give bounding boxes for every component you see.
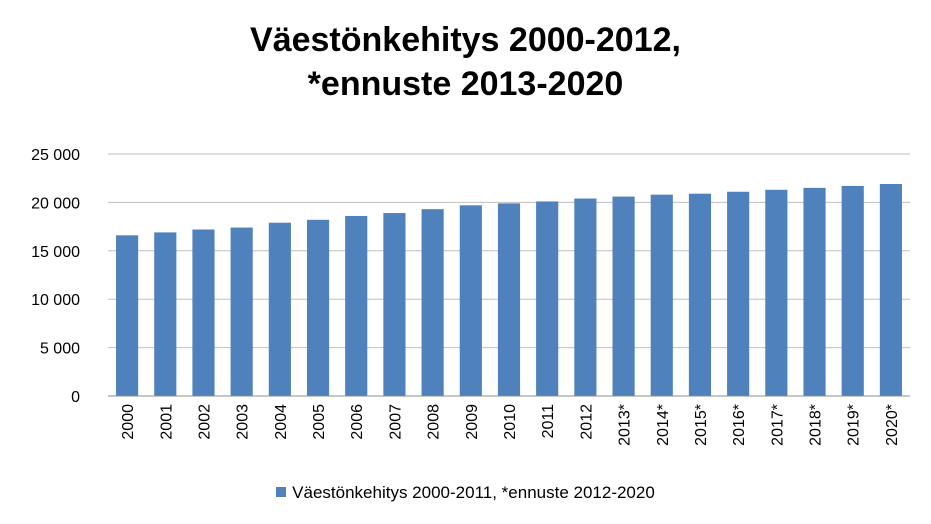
x-tick-label: 2011 — [540, 404, 557, 439]
x-tick-label: 2005 — [311, 404, 328, 440]
bar-2003 — [230, 227, 253, 396]
bar-2007 — [383, 213, 406, 396]
bar-2001 — [154, 232, 177, 396]
x-tick-label: 2016* — [731, 404, 748, 446]
bar-2008 — [421, 209, 444, 396]
bar-2020* — [879, 184, 902, 396]
bar-2009 — [459, 205, 482, 396]
x-tick-label: 2012 — [578, 404, 595, 440]
bar-2016* — [727, 191, 750, 396]
bar-2019* — [841, 185, 864, 396]
legend-swatch — [276, 487, 287, 497]
chart-title-line-2: *ennuste 2013-2020 — [307, 65, 624, 103]
legend: Väestönkehitys 2000-2011, *ennuste 2012-… — [0, 483, 931, 503]
x-tick-label: 2000 — [120, 404, 137, 440]
bar-2017* — [765, 189, 788, 396]
x-tick-label: 2007 — [387, 404, 404, 440]
bar-2002 — [192, 229, 215, 396]
y-tick-label: 0 — [71, 389, 80, 406]
bar-2004 — [268, 222, 291, 396]
y-tick-label: 25 000 — [31, 147, 80, 164]
x-tick-label: 2009 — [464, 404, 481, 440]
x-tick-label: 2002 — [196, 404, 213, 440]
x-tick-label: 2015* — [693, 404, 710, 446]
bar-2012 — [574, 198, 597, 396]
chart-title-line-1: Väestönkehitys 2000-2012, — [250, 21, 681, 59]
bar-2015* — [688, 193, 712, 396]
x-tick-label: 2014* — [655, 404, 672, 446]
bar-2005 — [306, 219, 330, 396]
x-tick-label: 2008 — [426, 404, 443, 440]
x-tick-label: 2001 — [158, 404, 175, 440]
bar-2010 — [497, 203, 521, 396]
x-tick-label: 2010 — [502, 404, 519, 440]
x-tick-label: 2018* — [808, 404, 825, 446]
bar-2006 — [345, 215, 368, 396]
y-tick-label: 10 000 — [31, 292, 80, 309]
y-tick-label: 15 000 — [31, 244, 80, 261]
x-tick-label: 2020* — [884, 404, 901, 446]
bar-2000 — [116, 235, 139, 396]
legend-label: Väestönkehitys 2000-2011, *ennuste 2012-… — [292, 483, 655, 502]
x-tick-label: 2017* — [769, 404, 786, 446]
bar-2014* — [650, 194, 673, 396]
x-tick-label: 2006 — [349, 404, 366, 440]
x-tick-label: 2019* — [846, 404, 863, 446]
chart-title: Väestönkehitys 2000-2012, *ennuste 2013-… — [0, 18, 931, 106]
bar-2011 — [536, 201, 559, 396]
x-tick-label: 2004 — [273, 404, 290, 440]
x-tick-label: 2003 — [235, 404, 252, 440]
bar-2013* — [612, 196, 635, 396]
x-tick-label: 2013* — [617, 404, 634, 446]
y-tick-label: 20 000 — [31, 195, 80, 212]
bar-2018* — [803, 187, 826, 396]
y-tick-label: 5 000 — [40, 341, 80, 358]
